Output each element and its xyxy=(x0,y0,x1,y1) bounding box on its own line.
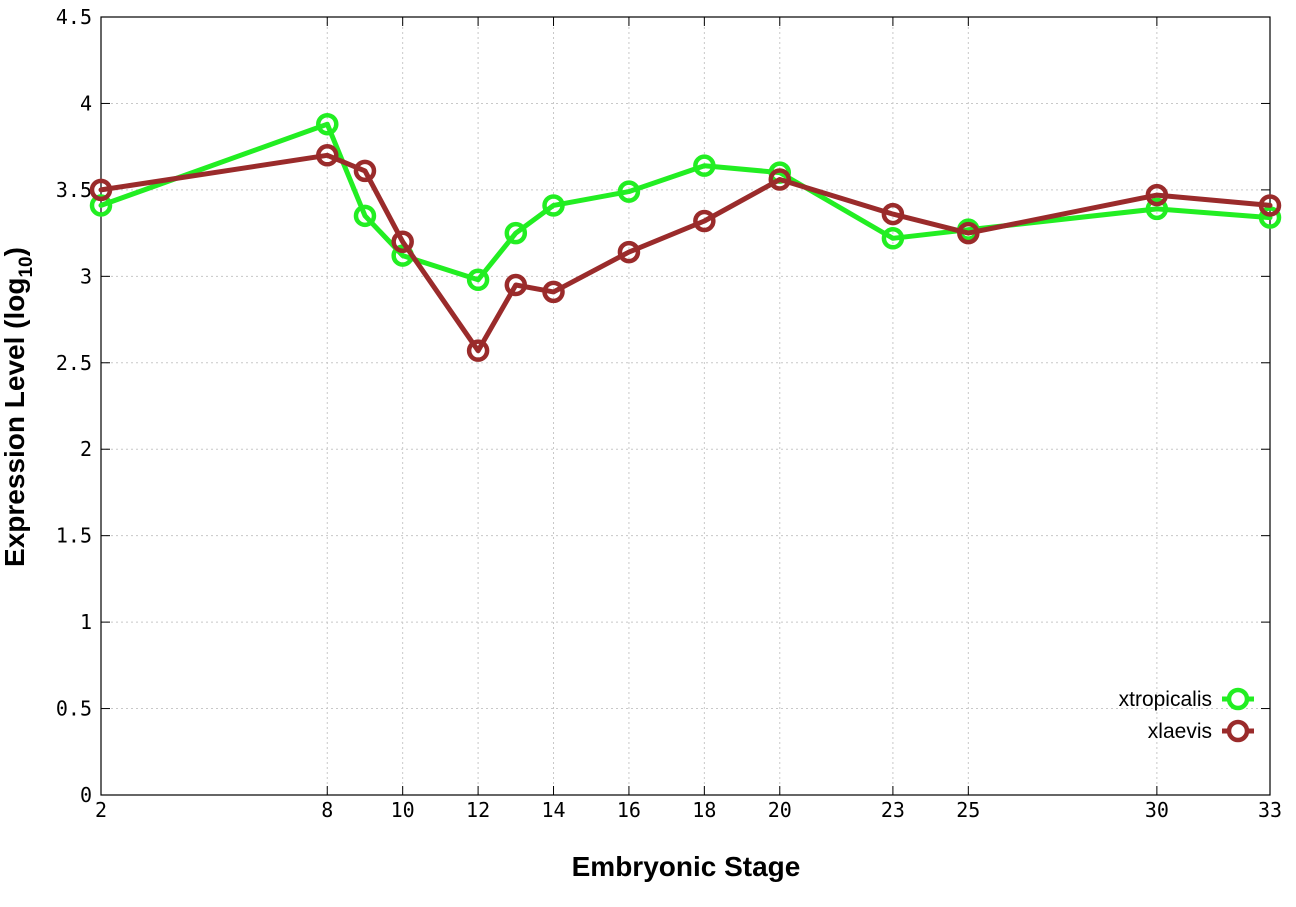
x-tick-label: 33 xyxy=(1258,798,1282,822)
x-axis-title: Embryonic Stage xyxy=(572,851,801,882)
y-axis-title: Expression Level (log10) xyxy=(0,247,37,567)
data-point-xlaevis xyxy=(89,178,113,202)
y-tick-label: 1 xyxy=(80,610,92,634)
x-tick-label: 8 xyxy=(321,798,333,822)
legend: xtropicalis xlaevis xyxy=(1119,687,1254,743)
x-tick-label: 23 xyxy=(881,798,905,822)
data-point-xtropicalis xyxy=(542,194,565,217)
x-tick-label: 20 xyxy=(768,798,792,822)
data-point-xtropicalis xyxy=(316,112,339,136)
x-tick-label: 18 xyxy=(692,798,716,822)
legend-label-xtropicalis: xtropicalis xyxy=(1119,688,1212,711)
legend-label-xlaevis: xlaevis xyxy=(1148,720,1212,743)
series xyxy=(89,112,1282,362)
y-axis-title-main: Expression Level (log xyxy=(0,278,30,567)
data-point-xtropicalis xyxy=(504,221,528,245)
data-point-xlaevis xyxy=(768,168,792,191)
data-point-xlaevis xyxy=(1145,183,1169,207)
x-tick-label: 14 xyxy=(541,798,565,822)
series-line-xtropicalis xyxy=(98,121,1273,283)
data-point-xtropicalis xyxy=(1258,206,1282,229)
data-point-xlaevis xyxy=(542,280,565,304)
data-point-xlaevis xyxy=(881,202,905,226)
data-point-xtropicalis xyxy=(353,204,377,228)
grid xyxy=(101,17,1270,795)
y-axis-title-suffix: ) xyxy=(0,247,30,256)
y-tick-label: 0 xyxy=(80,783,92,807)
data-point-xlaevis xyxy=(617,240,641,264)
y-tick-label: 0.5 xyxy=(56,697,92,721)
ticks: 0 0.5 1 1.5 2 2.5 3 3.5 4 4.5 2 8 10 12 14 16 18 20 23 25 30… xyxy=(56,5,1282,822)
data-point-xlaevis xyxy=(957,221,980,245)
data-point-xtropicalis xyxy=(89,194,113,217)
y-tick-label: 4 xyxy=(80,91,92,115)
y-tick-label: 2.5 xyxy=(56,351,92,375)
x-tick-label: 10 xyxy=(391,798,415,822)
data-point-xlaevis xyxy=(391,230,414,254)
x-tick-label: 12 xyxy=(466,798,490,822)
x-tick-label: 30 xyxy=(1145,798,1169,822)
data-point-xlaevis xyxy=(316,144,339,167)
data-point-xtropicalis xyxy=(1145,197,1169,221)
data-point-xtropicalis xyxy=(693,154,716,177)
y-axis-title-subscript: 10 xyxy=(16,256,37,277)
data-point-xtropicalis xyxy=(466,268,490,292)
legend-swatch-marker-xtropicalis xyxy=(1226,687,1250,711)
x-tick-label: 2 xyxy=(95,798,107,822)
y-tick-label: 2 xyxy=(80,437,92,461)
data-point-xtropicalis xyxy=(617,180,641,203)
y-tick-label: 4.5 xyxy=(56,5,92,29)
y-tick-label: 1.5 xyxy=(56,524,92,548)
data-point-xlaevis xyxy=(353,159,377,183)
y-tick-label: 3 xyxy=(80,264,92,288)
y-tick-label: 3.5 xyxy=(56,178,92,202)
data-point-xlaevis xyxy=(504,273,528,297)
x-tick-label: 16 xyxy=(617,798,641,822)
plot-frame xyxy=(100,16,1271,796)
data-point-xtropicalis xyxy=(881,227,905,250)
series-line-xlaevis xyxy=(98,152,1273,354)
data-point-xlaevis xyxy=(1258,194,1282,217)
x-tick-label: 25 xyxy=(956,798,980,822)
data-point-xlaevis xyxy=(466,339,490,362)
legend-swatch-marker-xlaevis xyxy=(1226,719,1250,743)
data-point-xlaevis xyxy=(693,209,716,233)
